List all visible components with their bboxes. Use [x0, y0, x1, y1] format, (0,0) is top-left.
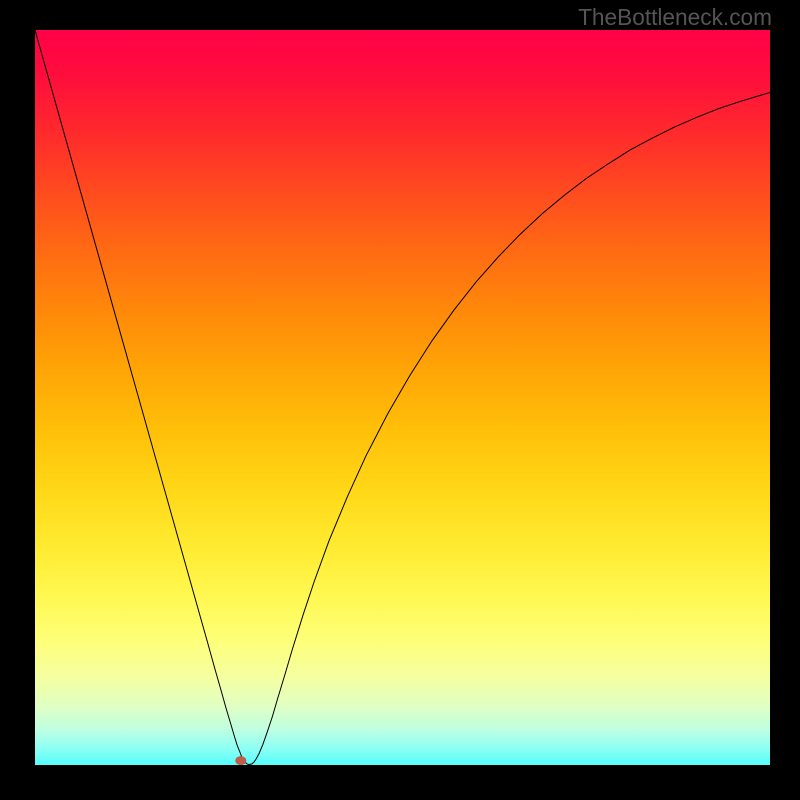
- watermark-text: TheBottleneck.com: [578, 4, 772, 31]
- plot-svg: [35, 30, 770, 765]
- marker-dot: [235, 756, 246, 765]
- bottleneck-curve: [35, 30, 770, 764]
- stage: TheBottleneck.com: [0, 0, 800, 800]
- plot-area: [35, 30, 770, 765]
